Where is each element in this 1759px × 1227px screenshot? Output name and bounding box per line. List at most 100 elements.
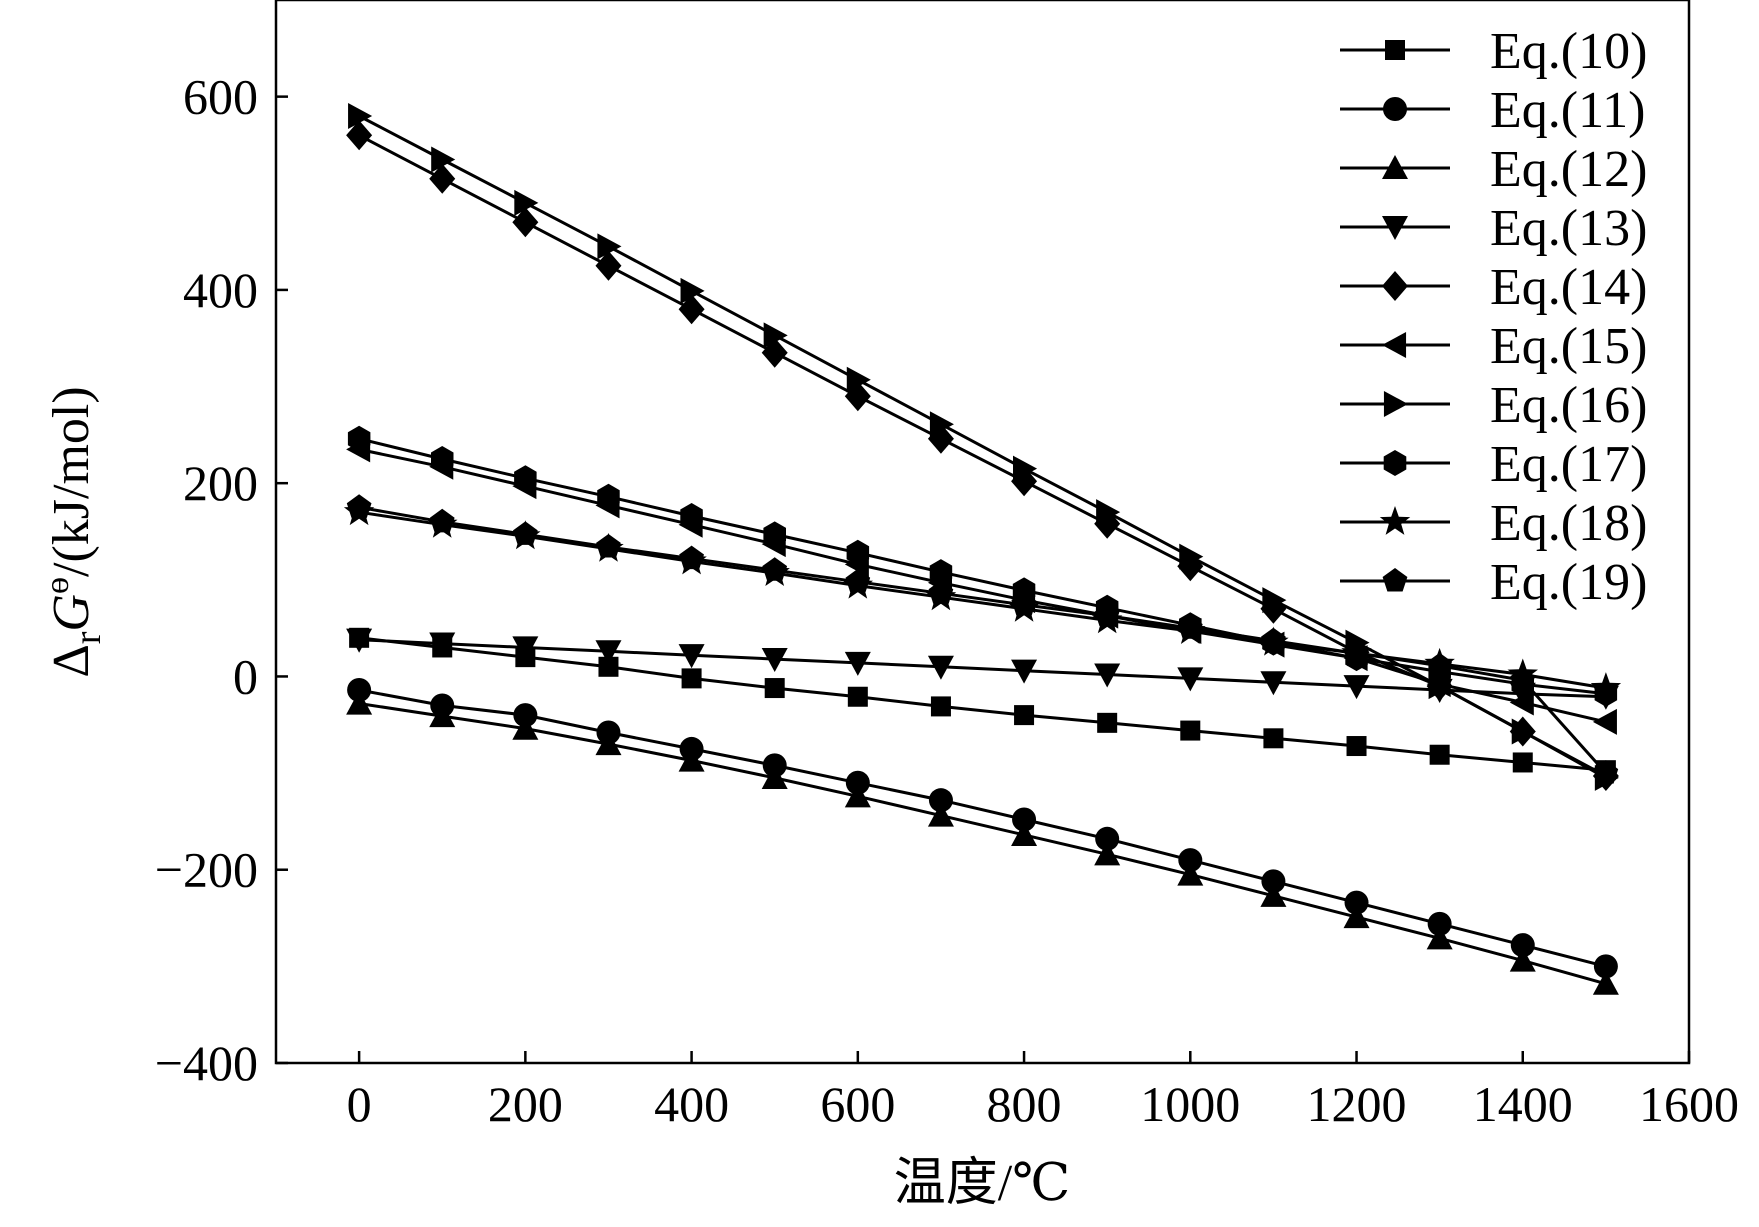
data-point: [763, 322, 788, 349]
data-point: [1511, 718, 1536, 745]
data-point: [1095, 826, 1120, 851]
y-axis-title-var: G: [43, 594, 100, 632]
legend-label: Eq.(16): [1490, 377, 1647, 434]
data-point: [845, 568, 871, 593]
series-line: [358, 688, 1607, 968]
data-point: [678, 294, 705, 325]
x-tick-label: 400: [654, 1076, 729, 1132]
y-axis-ticks: −400 −200 0 200 400 600: [155, 69, 288, 1091]
data-point: [346, 120, 373, 151]
y-axis-title: ΔrGө/(kJ/mol): [39, 386, 109, 677]
series-12: [346, 690, 1619, 995]
legend: Eq.(10)Eq.(11)Eq.(12)Eq.(13)Eq.(14)Eq.(1…: [1340, 23, 1647, 611]
data-point: [346, 690, 373, 715]
data-point: [844, 783, 871, 808]
legend-marker: [1385, 40, 1405, 60]
legend-label: Eq.(18): [1490, 495, 1647, 552]
legend-label: Eq.(15): [1490, 318, 1647, 375]
legend-marker: [1379, 506, 1411, 535]
data-point: [1097, 712, 1118, 733]
y-tick-label: 600: [183, 69, 258, 125]
y-axis-title-sub: r: [67, 631, 109, 644]
data-point: [1263, 728, 1284, 749]
legend-label: Eq.(13): [1490, 200, 1647, 257]
data-point: [1011, 591, 1037, 616]
data-point: [1510, 933, 1535, 958]
legend-item: Eq.(18): [1340, 495, 1647, 552]
data-point: [595, 731, 622, 756]
y-tick-label: −400: [155, 1035, 258, 1091]
data-point: [1094, 663, 1121, 688]
series-line: [358, 702, 1607, 986]
legend-item: Eq.(10): [1340, 23, 1647, 80]
data-point: [1343, 675, 1370, 700]
legend-label: Eq.(19): [1490, 554, 1647, 611]
legend-item: Eq.(13): [1340, 200, 1647, 257]
x-tick-label: 0: [347, 1076, 372, 1132]
series-19: [346, 494, 1619, 784]
series-line: [358, 447, 1607, 724]
x-tick-label: 200: [488, 1076, 563, 1132]
data-point: [1177, 667, 1204, 692]
data-point: [346, 494, 372, 518]
legend-marker: [1383, 450, 1407, 476]
data-point: [927, 655, 954, 680]
y-tick-label: 200: [183, 455, 258, 511]
data-point: [1344, 640, 1369, 664]
data-point: [1427, 652, 1452, 677]
data-point: [1179, 543, 1204, 570]
data-point: [1510, 667, 1536, 691]
data-point: [348, 102, 373, 129]
data-point: [930, 696, 951, 717]
x-tick-label: 1600: [1639, 1076, 1739, 1132]
data-point: [431, 446, 454, 472]
data-point: [678, 747, 705, 772]
series-17: [347, 425, 1618, 707]
series-10: [349, 627, 1616, 781]
legend-label: Eq.(14): [1490, 259, 1647, 316]
x-axis-ticks: 0 200 400 600 800 1000 1200 1400 1600: [347, 1051, 1739, 1132]
legend-marker: [1382, 332, 1407, 358]
legend-item: Eq.(14): [1340, 259, 1647, 316]
data-point: [1593, 954, 1618, 979]
x-tick-label: 1200: [1307, 1076, 1407, 1132]
data-point: [514, 465, 537, 492]
series-line: [359, 638, 1606, 699]
legend-marker: [1383, 391, 1408, 417]
data-point: [1261, 869, 1286, 894]
legend-label: Eq.(11): [1490, 82, 1645, 139]
data-point: [429, 632, 456, 657]
data-point: [1013, 455, 1038, 482]
x-tick-label: 800: [987, 1076, 1062, 1132]
data-point: [1096, 499, 1121, 526]
legend-marker: [1382, 215, 1408, 240]
data-point: [1592, 970, 1619, 995]
x-axis-title: 温度/℃: [894, 1155, 1071, 1212]
y-axis-title-delta: Δ: [43, 644, 100, 677]
data-point: [1261, 627, 1286, 652]
data-point: [597, 233, 622, 260]
data-point: [1177, 861, 1204, 886]
data-point: [347, 425, 371, 452]
data-point: [512, 715, 539, 740]
data-point: [1178, 848, 1203, 873]
x-tick-label: 1400: [1473, 1076, 1573, 1132]
legend-item: Eq.(16): [1340, 377, 1647, 434]
data-point: [679, 545, 704, 570]
data-point: [763, 521, 786, 548]
data-point: [429, 508, 455, 533]
legend-marker: [1382, 271, 1408, 301]
data-point: [596, 534, 621, 558]
y-axis-title-units: /(kJ/mol): [43, 386, 100, 577]
plot-frame: [274, 0, 1691, 1065]
x-tick-label: 1000: [1140, 1076, 1240, 1132]
series-11: [347, 677, 1618, 979]
data-point: [680, 503, 703, 529]
data-point: [846, 539, 870, 566]
data-point: [346, 628, 373, 653]
data-point: [1177, 615, 1203, 639]
y-axis-title-sup: ө: [39, 577, 76, 594]
data-point: [1260, 671, 1287, 696]
